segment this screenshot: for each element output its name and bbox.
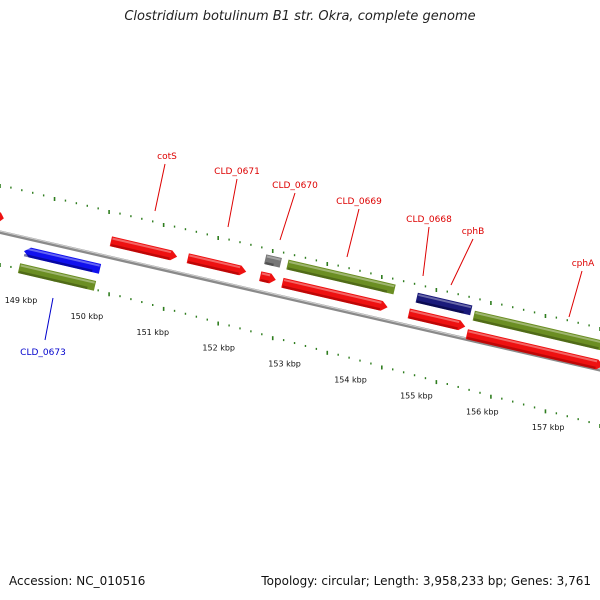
gene-label[interactable]: CLD_0669 xyxy=(336,197,382,207)
leader-line xyxy=(450,238,474,286)
gene-feature-CLD_0673[interactable] xyxy=(23,246,102,274)
gene-label[interactable]: CLD_0670 xyxy=(272,181,318,191)
topology-text: Topology: circular; Length: 3,958,233 bp… xyxy=(261,574,591,588)
top-tick-track xyxy=(0,184,600,331)
gene-feature-CLD_0669b[interactable] xyxy=(281,277,388,312)
scale-label: 152 kbp xyxy=(202,344,235,353)
gene-feature-CLD_0669[interactable] xyxy=(286,259,396,295)
gene-feature-cphA[interactable] xyxy=(472,310,600,352)
gene-label[interactable]: cphA xyxy=(572,259,595,269)
leader-line xyxy=(279,192,296,241)
leader-line xyxy=(346,208,360,258)
gene-label[interactable]: cotS xyxy=(157,152,177,162)
label-leader-lines xyxy=(44,163,583,341)
leader-line xyxy=(44,297,54,341)
scale-label: 150 kbp xyxy=(71,312,104,321)
leader-line xyxy=(227,178,238,228)
leader-line xyxy=(154,163,166,212)
feature-labels: cotS CLD_0671 CLD_0670 CLD_0669 CLD_0668 cphB… xyxy=(20,152,595,358)
scale-label: 156 kbp xyxy=(466,407,499,416)
scale-label: 151 kbp xyxy=(136,328,169,337)
scale-label: 155 kbp xyxy=(400,391,433,400)
gene-label[interactable]: CLD_0673 xyxy=(20,348,66,358)
gene-feature-cotS[interactable] xyxy=(109,236,178,261)
gene-feature-CLD_0673b[interactable] xyxy=(17,263,97,291)
gene-feature-CLD_0671[interactable] xyxy=(186,253,248,276)
scale-label: 153 kbp xyxy=(268,360,301,369)
gene-label[interactable]: cphB xyxy=(462,227,485,237)
gene-feature-CLD_0670b[interactable] xyxy=(259,271,277,284)
leader-line xyxy=(568,270,583,318)
gene-label[interactable]: CLD_0668 xyxy=(406,215,452,225)
gene-label[interactable]: CLD_0671 xyxy=(214,167,260,177)
leader-line xyxy=(422,226,430,277)
scale-label: 154 kbp xyxy=(334,376,367,385)
genome-title: Clostridium botulinum B1 str. Okra, comp… xyxy=(124,9,476,24)
scale-label: 157 kbp xyxy=(532,423,565,432)
gene-feature-cphA-b[interactable] xyxy=(465,329,600,370)
accession-text: Accession: NC_010516 xyxy=(9,574,146,588)
scale-label: 149 kbp xyxy=(5,296,38,305)
gene-feature-edge-left[interactable] xyxy=(0,210,5,223)
feature-track xyxy=(0,210,600,370)
gene-feature-CLD_0668[interactable] xyxy=(415,292,473,316)
scale-labels: 149 kbp 150 kbp 151 kbp 152 kbp 153 kbp 154 k… xyxy=(5,296,565,432)
gene-feature-cphB[interactable] xyxy=(407,308,467,332)
gene-feature-CLD_0670[interactable] xyxy=(264,254,282,268)
